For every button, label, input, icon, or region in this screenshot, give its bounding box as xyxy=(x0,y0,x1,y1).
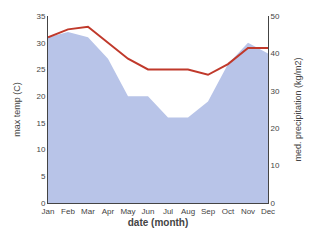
svg-text:15: 15 xyxy=(36,119,45,128)
svg-text:Jul: Jul xyxy=(163,207,173,216)
svg-text:20: 20 xyxy=(36,92,45,101)
svg-text:Jun: Jun xyxy=(142,207,155,216)
svg-text:Oct: Oct xyxy=(222,207,235,216)
svg-text:Dec: Dec xyxy=(261,207,275,216)
svg-text:20: 20 xyxy=(271,124,280,133)
svg-text:40: 40 xyxy=(271,49,280,58)
svg-text:max temp (C): max temp (C) xyxy=(12,82,22,137)
svg-text:25: 25 xyxy=(36,65,45,74)
svg-text:30: 30 xyxy=(271,87,280,96)
svg-text:date (month): date (month) xyxy=(128,217,189,228)
svg-text:med. precipitation (kg/m2): med. precipitation (kg/m2) xyxy=(293,57,303,161)
svg-text:Sep: Sep xyxy=(201,207,216,216)
svg-text:Jan: Jan xyxy=(42,207,55,216)
svg-text:0: 0 xyxy=(271,199,276,208)
svg-text:Feb: Feb xyxy=(61,207,75,216)
svg-text:May: May xyxy=(120,207,135,216)
svg-text:Mar: Mar xyxy=(81,207,95,216)
svg-text:10: 10 xyxy=(36,145,45,154)
svg-text:30: 30 xyxy=(36,39,45,48)
svg-text:5: 5 xyxy=(41,172,46,181)
svg-text:50: 50 xyxy=(271,12,280,21)
svg-text:Apr: Apr xyxy=(102,207,115,216)
svg-text:Aug: Aug xyxy=(181,207,195,216)
svg-text:Nov: Nov xyxy=(241,207,255,216)
svg-text:0: 0 xyxy=(41,199,46,208)
svg-text:35: 35 xyxy=(36,12,45,21)
svg-text:10: 10 xyxy=(271,161,280,170)
